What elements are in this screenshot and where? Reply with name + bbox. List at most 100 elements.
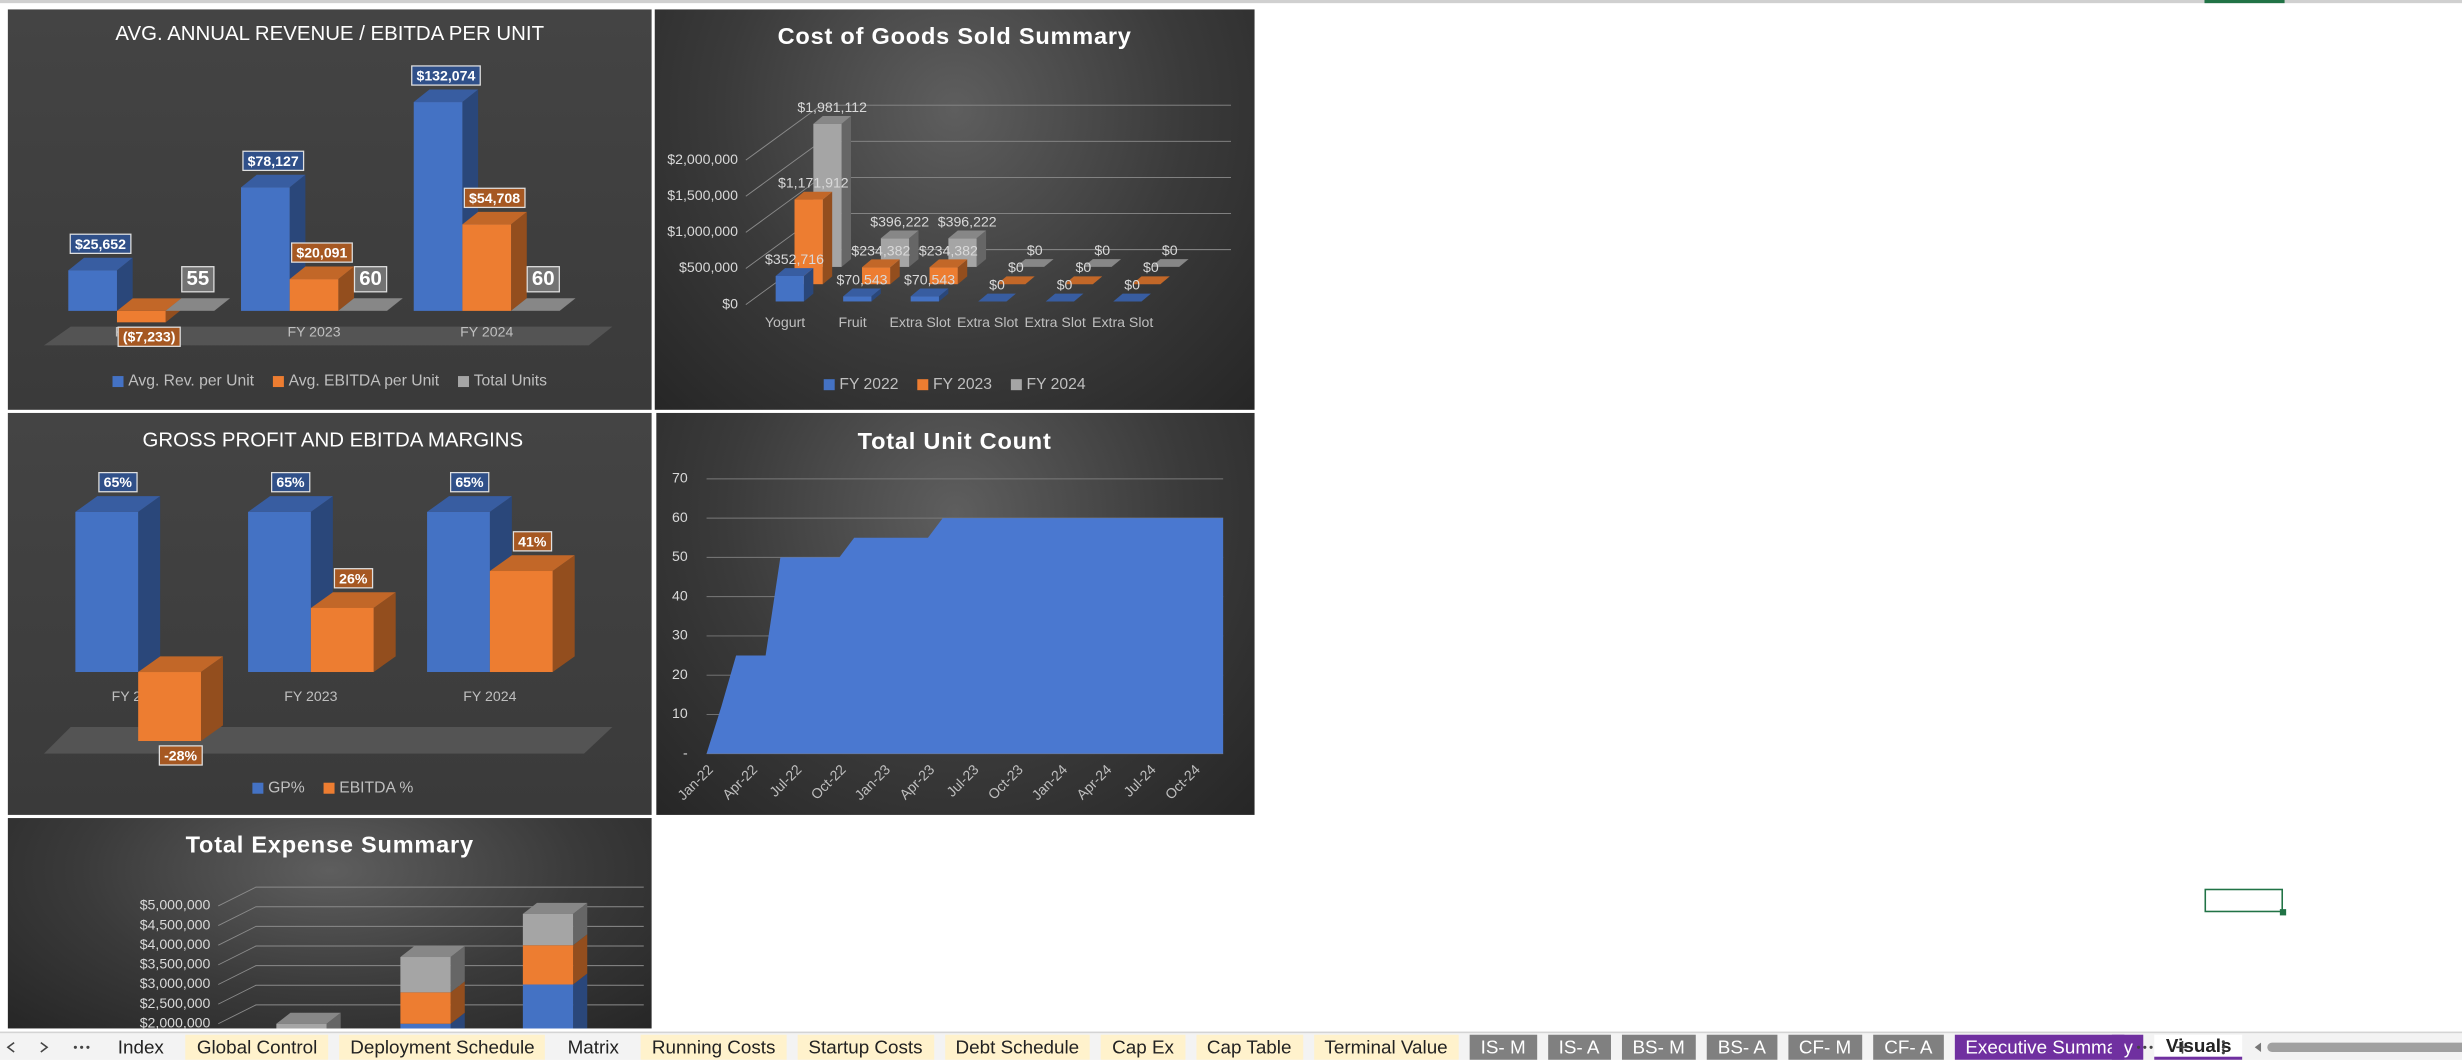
data-label: 26% bbox=[339, 570, 368, 586]
more-tabs[interactable] bbox=[73, 1045, 90, 1049]
bar-side bbox=[450, 981, 465, 1024]
tab-nav[interactable] bbox=[0, 1035, 104, 1060]
chart-title: GROSS PROFIT AND EBITDA MARGINS bbox=[143, 430, 524, 452]
bar-top bbox=[880, 230, 919, 239]
bar-top bbox=[462, 211, 527, 225]
sheet-tab[interactable]: Terminal Value bbox=[1313, 1034, 1459, 1060]
bar bbox=[929, 267, 958, 285]
legend: Avg. Rev. per Unit Avg. EBITDA per Unit To… bbox=[112, 373, 547, 390]
bar bbox=[400, 1023, 451, 1029]
bar bbox=[462, 224, 512, 311]
next-arrow[interactable] bbox=[40, 1041, 49, 1053]
more-button[interactable] bbox=[2136, 1045, 2153, 1049]
add-sheet[interactable] bbox=[2176, 1041, 2189, 1054]
y-tick-label: $2,000,000 bbox=[140, 1014, 211, 1028]
bar-top bbox=[1132, 276, 1170, 285]
chart: Cost of Goods Sold Summary $0 $500,000 $1,0… bbox=[667, 23, 1231, 393]
bar-top bbox=[794, 191, 833, 200]
data-label-box bbox=[158, 745, 203, 766]
data-label: $70,543 bbox=[836, 271, 887, 287]
y-tick-label: - bbox=[683, 744, 688, 760]
sheet-tab[interactable]: Running Costs bbox=[640, 1034, 787, 1060]
bar-top bbox=[1150, 259, 1189, 267]
y-tick-label: $3,000,000 bbox=[140, 975, 211, 991]
options[interactable] bbox=[2221, 1040, 2225, 1055]
data-label-box bbox=[242, 150, 305, 172]
grid-line bbox=[745, 104, 1231, 161]
x-tick-label: Jan-22 bbox=[674, 761, 716, 803]
data-label: $132,074 bbox=[416, 68, 475, 84]
sheet-tab[interactable]: Deployment Schedule bbox=[339, 1034, 546, 1060]
scrollbar[interactable] bbox=[2267, 1042, 2462, 1053]
selected-cell[interactable] bbox=[2204, 888, 2287, 916]
y-tick-label: 30 bbox=[672, 627, 688, 643]
data-label: $234,382 bbox=[919, 242, 978, 258]
bar-side bbox=[214, 298, 231, 311]
y-tick-label: $2,000,000 bbox=[667, 151, 738, 167]
bar-top bbox=[511, 298, 576, 311]
x-tick-label: Extra Slot bbox=[957, 314, 1018, 330]
y-tick-label: $3,500,000 bbox=[140, 956, 211, 972]
data-label-box bbox=[526, 266, 560, 293]
bar-top bbox=[997, 276, 1035, 285]
bar bbox=[862, 267, 891, 285]
bar-side bbox=[957, 259, 968, 285]
fill-handle[interactable] bbox=[2279, 909, 2287, 916]
sheet-tab[interactable]: BS- M bbox=[1621, 1034, 1696, 1060]
x-tick-label: Apr-24 bbox=[1073, 761, 1114, 802]
x-tick-label: Jan-23 bbox=[851, 761, 893, 803]
y-tick-label: 10 bbox=[672, 705, 688, 721]
legend: GP% EBITDA % bbox=[252, 779, 413, 796]
bar-side bbox=[938, 288, 949, 302]
sheet-tab[interactable]: Startup Costs bbox=[797, 1034, 934, 1060]
chart-panel: AVG. ANNUAL REVENUE / EBITDA PER UNIT FY … bbox=[7, 9, 652, 410]
grid-line bbox=[218, 906, 644, 927]
prev-arrow[interactable] bbox=[6, 1041, 15, 1053]
sheet-tab[interactable]: CF- M bbox=[1787, 1034, 1863, 1060]
sheet-tab[interactable]: IS- M bbox=[1469, 1034, 1537, 1060]
bar-side bbox=[511, 211, 527, 311]
data-label-box bbox=[449, 471, 490, 493]
sheet-tab[interactable]: IS- A bbox=[1547, 1034, 1611, 1060]
bar-top bbox=[138, 656, 223, 673]
chart-title: Total Expense Summary bbox=[186, 832, 474, 858]
y-tick-label: 20 bbox=[672, 666, 688, 682]
x-tick-label: Fruit bbox=[838, 314, 866, 330]
sheet-tab[interactable]: CF- A bbox=[1873, 1034, 1944, 1060]
x-tick-label: Extra Slot bbox=[1092, 314, 1153, 330]
sheet-tab[interactable]: Cap Table bbox=[1195, 1034, 1303, 1060]
x-tick-label: Apr-22 bbox=[719, 761, 760, 802]
grid-line bbox=[218, 984, 644, 1005]
sheet-tab[interactable]: Matrix bbox=[567, 1036, 619, 1059]
data-label: 65% bbox=[276, 474, 305, 490]
bar-top bbox=[948, 230, 987, 239]
data-label: 65% bbox=[455, 474, 484, 490]
legend: FY 2022 FY 2023 FY 2024 bbox=[823, 376, 1086, 393]
data-label: $78,127 bbox=[248, 153, 299, 169]
sheet-tab-bar: Index Global Control Deployment Schedule Ma… bbox=[0, 1031, 2462, 1060]
x-tick-label: Apr-23 bbox=[896, 761, 937, 802]
sheet-tab[interactable]: Index bbox=[117, 1036, 164, 1059]
data-label: $0 bbox=[1162, 242, 1178, 258]
data-label: $70,543 bbox=[904, 271, 955, 287]
sheet-tab[interactable]: Global Control bbox=[185, 1034, 329, 1060]
bar-top bbox=[1064, 276, 1103, 285]
bar-side bbox=[138, 496, 161, 673]
bar-top bbox=[310, 592, 396, 608]
sheet-tab[interactable]: Cap Ex bbox=[1101, 1034, 1185, 1060]
data-label: $0 bbox=[1008, 259, 1024, 275]
scroll-left[interactable] bbox=[2254, 1042, 2262, 1053]
sheet-tab[interactable]: BS- A bbox=[1706, 1034, 1777, 1060]
chart-title: Cost of Goods Sold Summary bbox=[778, 23, 1132, 49]
bar bbox=[400, 992, 451, 1024]
bar-top bbox=[862, 259, 900, 268]
bar-top bbox=[843, 288, 881, 297]
bar-top bbox=[75, 496, 161, 512]
chart-title: AVG. ANNUAL REVENUE / EBITDA PER UNIT bbox=[115, 23, 544, 45]
hidden-tab[interactable] bbox=[2111, 1034, 2125, 1060]
y-tick-label: $500,000 bbox=[679, 259, 738, 275]
data-label: $234,382 bbox=[851, 242, 910, 258]
sheet-tab[interactable]: Debt Schedule bbox=[944, 1034, 1091, 1060]
bar bbox=[413, 102, 463, 311]
